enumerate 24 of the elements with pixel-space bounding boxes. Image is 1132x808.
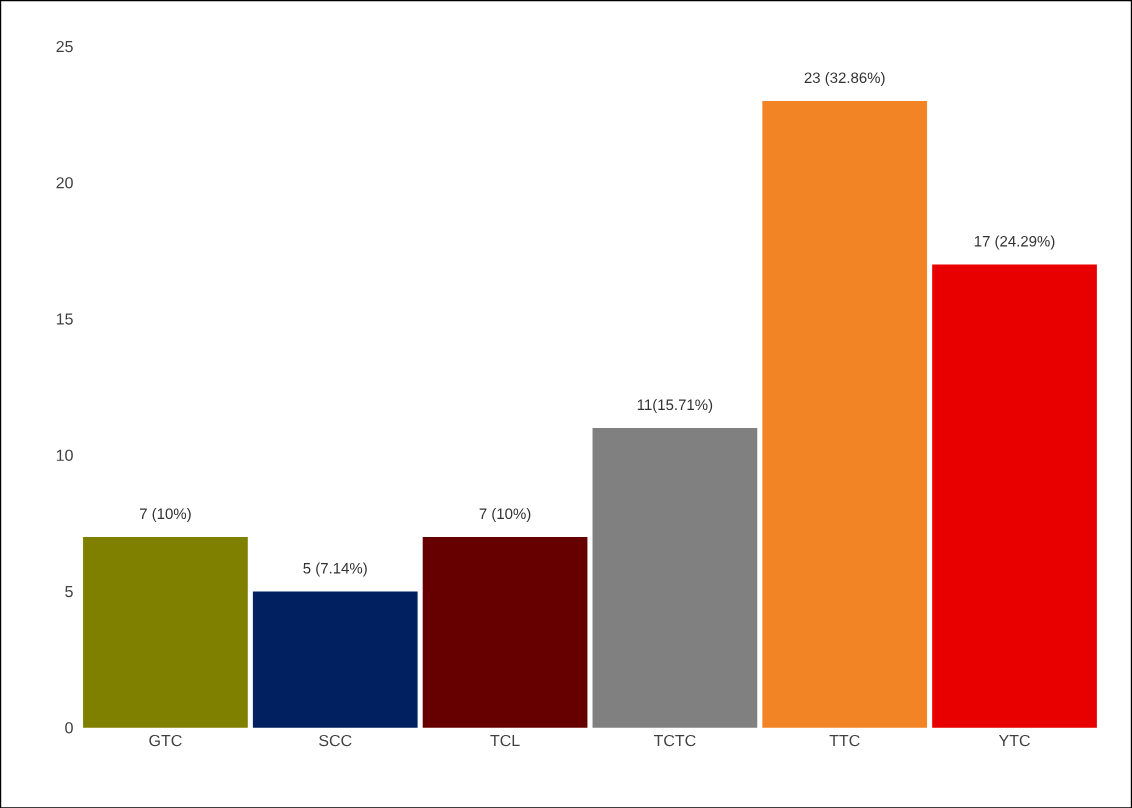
x-tick-label: TCL [490,734,520,747]
y-tick-label: 25 [56,40,73,53]
bar [83,536,248,728]
data-label: 5 (7.14%) [303,562,367,577]
data-label: 11(15.71%) [637,398,713,413]
y-tick-label: 15 [56,313,73,325]
bar [592,427,758,728]
x-tick-label: GTC [149,734,182,747]
y-tick-label: 20 [56,176,73,189]
bar [252,591,418,728]
y-tick-label: 10 [56,449,73,461]
x-tick-label: TTC [829,734,860,747]
bar [422,536,588,728]
x-tick-label: TCTC [653,734,696,747]
data-label: 17 (24.29%) [974,235,1055,250]
y-tick-label: 0 [65,722,73,734]
bar [762,100,928,728]
x-tick-label: SCC [319,734,352,747]
bar [932,264,1097,728]
data-label: 7 (10%) [139,507,191,522]
data-label: 7 (10%) [479,507,531,522]
data-label: 23 (32.86%) [804,71,885,86]
y-tick-label: 5 [65,585,73,597]
x-tick-label: YTC [998,734,1030,747]
